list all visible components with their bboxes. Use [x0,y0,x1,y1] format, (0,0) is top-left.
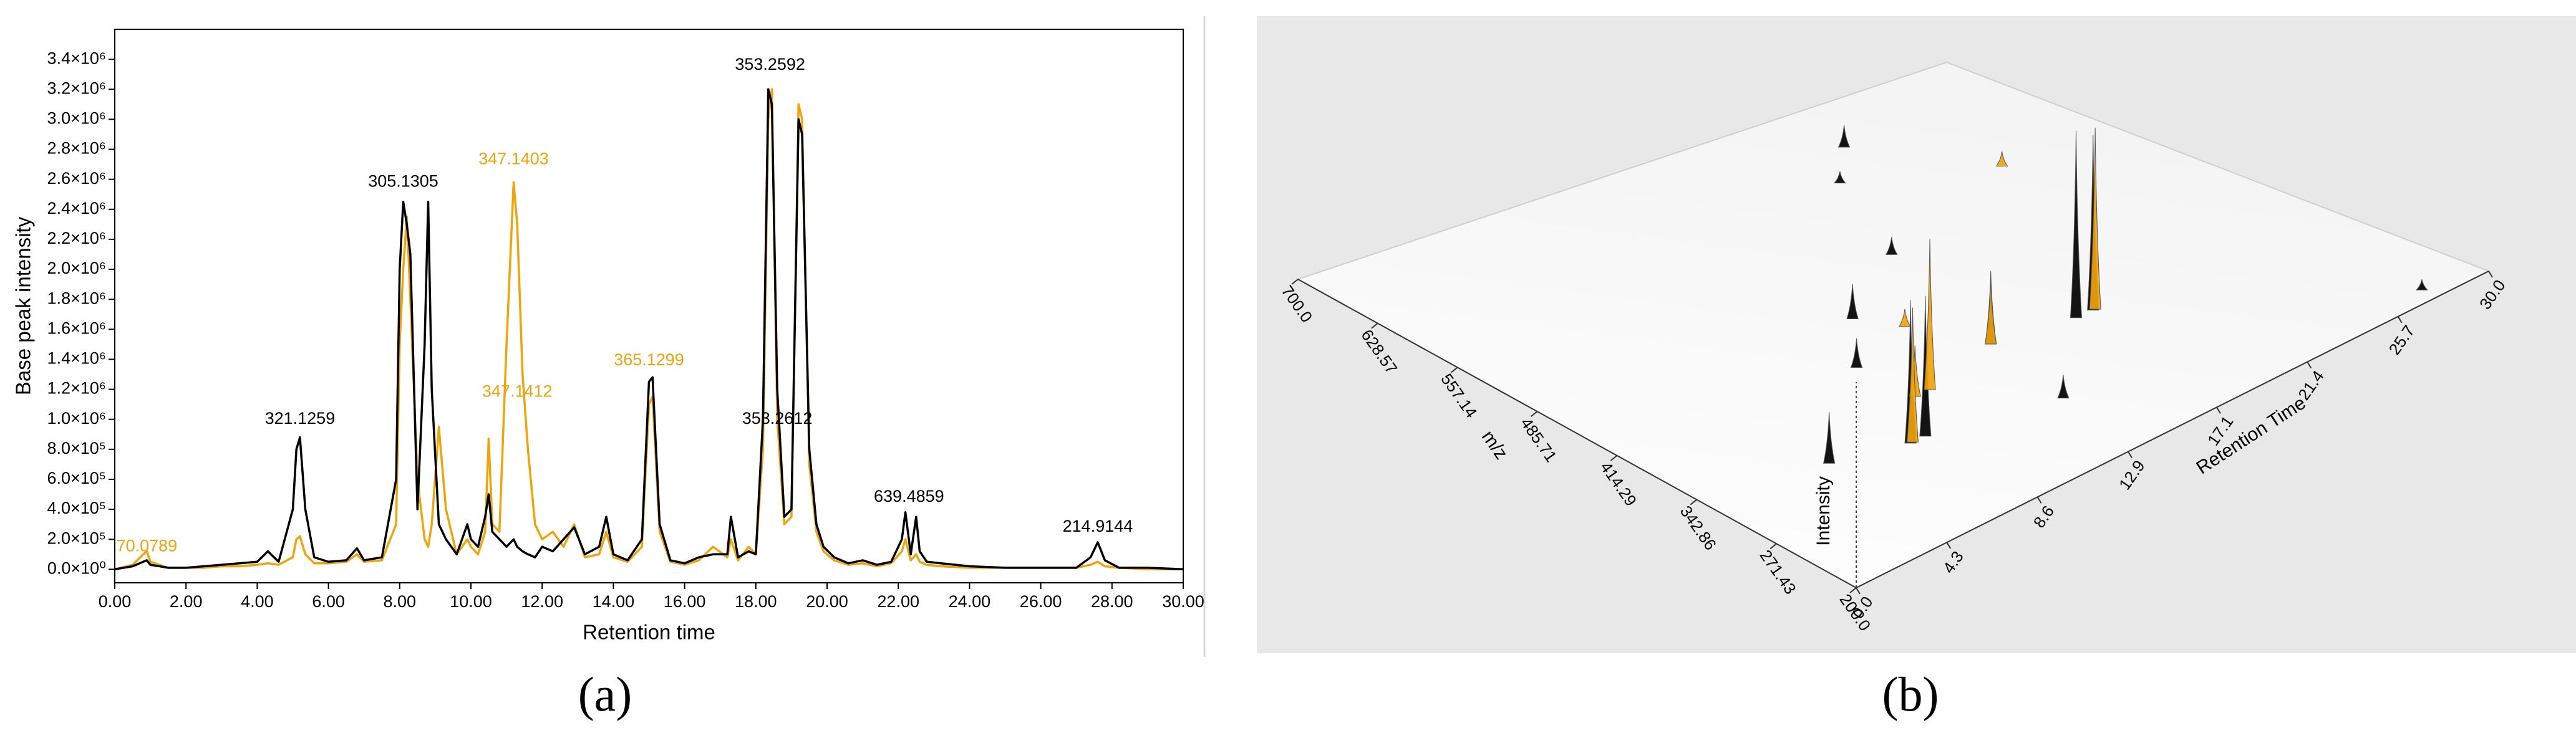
mz-tick [1690,499,1697,506]
peak-annotation: 353.2592 [735,55,805,74]
series-line [114,88,1183,571]
x-tick-label: 6.00 [312,592,345,611]
peak-annotation: 321.1259 [265,409,336,428]
panel-label: (b) [1882,667,1939,721]
mz-tick [1371,322,1378,329]
y-tick-label: 1.2×10⁶ [47,379,106,398]
peak-annotation: 305.1305 [368,172,438,191]
x-tick-label: 16.00 [664,592,706,611]
x-tick-label: 2.00 [170,592,203,611]
peak [1833,171,1847,184]
x-tick-label: 30.00 [1162,592,1204,611]
rt-tick [2397,316,2403,323]
x-tick-label: 12.00 [521,592,563,611]
x-tick-label: 26.00 [1020,592,1062,611]
panel-label: (a) [578,667,632,721]
peak [1846,284,1859,319]
rt-tick [2128,451,2133,459]
x-tick-label: 10.00 [450,592,492,611]
peak-annotation: 214.9144 [1063,517,1133,535]
x-tick-label: 4.00 [241,592,274,611]
peak [1823,411,1836,464]
peak [1850,338,1863,368]
peak [1885,237,1898,255]
peak-annotation: 353.2612 [742,409,813,428]
mz-tick [1451,367,1458,373]
rt-tick [2036,496,2042,504]
x-axis-label: Retention time [583,621,715,644]
mz-axis [1297,279,1857,588]
peak [2070,130,2082,319]
y-axis-label: Base peak intensity [12,216,35,395]
peak [1919,295,1932,437]
y-tick-label: 3.4×10⁶ [47,49,106,67]
mz-tick [1530,411,1538,417]
rt-tick [2307,362,2312,369]
y-tick-label: 2.6×10⁶ [47,169,106,188]
peak [2415,279,2429,290]
y-tick-label: 2.8×10⁶ [47,139,106,158]
y-tick-label: 1.8×10⁶ [47,289,106,307]
y-tick-label: 2.0×10⁵ [47,529,106,547]
y-tick-label: 6.0×10⁵ [47,469,106,487]
y-tick-label: 3.0×10⁶ [47,109,106,128]
peak-annotation: 70.0789 [117,536,178,555]
peak [1995,151,2008,166]
mz-tick [1849,587,1857,593]
y-tick-label: 2.4×10⁶ [47,199,106,218]
rt-tick [2216,406,2221,414]
series-line [114,88,1184,571]
y-tick-label: 2.2×10⁶ [47,229,106,247]
y-tick-label: 1.4×10⁶ [47,349,106,368]
x-tick-label: 20.00 [806,592,848,611]
x-tick-label: 8.00 [384,592,417,611]
x-tick-label: 14.00 [593,592,635,611]
rt-tick [1856,587,1861,595]
y-tick-label: 0.0×10⁰ [47,558,106,577]
peak-annotation: 347.1403 [478,149,549,168]
y-tick-label: 1.6×10⁶ [47,319,106,337]
peak [2057,375,2070,399]
plot-frame [114,29,1184,583]
y-tick-label: 1.0×10⁶ [47,409,106,428]
peak-annotation: 347.1412 [482,381,553,400]
y-tick-label: 2.0×10⁶ [47,259,106,277]
y-tick-label: 8.0×10⁵ [47,439,106,458]
x-tick-label: 28.00 [1091,592,1133,611]
intensity-axis-label: Intensity [1813,476,1834,546]
peak [1838,125,1851,148]
y-tick-label: 4.0×10⁵ [47,499,106,517]
mz-tick [1770,543,1777,550]
peak [2089,128,2101,310]
peak [1899,309,1911,327]
rt-tick [1946,542,1952,549]
y-tick-label: 3.2×10⁶ [47,79,106,97]
rt-axis [1856,271,2489,588]
x-tick-label: 18.00 [735,592,777,611]
x-tick-label: 0.00 [99,592,132,611]
x-tick-label: 22.00 [877,592,919,611]
rt-tick [2488,271,2493,278]
mz-tick [1610,455,1618,461]
mz-tick [1291,279,1299,285]
peak [1924,239,1936,390]
peak-annotation: 639.4859 [874,487,944,506]
x-tick-label: 24.00 [949,592,991,611]
peak [1906,307,1919,443]
peak-annotation: 365.1299 [614,350,684,369]
peak [1985,279,1997,345]
